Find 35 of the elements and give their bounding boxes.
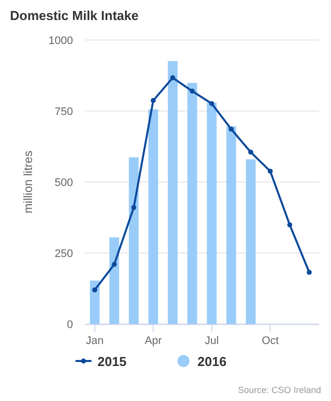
- chart-title: Domestic Milk Intake: [10, 8, 139, 23]
- bar: [109, 237, 120, 324]
- point: [112, 262, 117, 267]
- y-tick-label: 500: [54, 177, 73, 189]
- point: [287, 222, 292, 228]
- bar: [168, 61, 178, 324]
- bar: [206, 102, 217, 324]
- point: [190, 88, 195, 94]
- source-note: Source: CSO Ireland: [238, 385, 321, 395]
- point: [228, 126, 234, 132]
- x-tick-label: Jul: [204, 335, 219, 347]
- point: [268, 168, 273, 174]
- x-tick-label: Jan: [86, 335, 104, 347]
- point: [209, 101, 214, 106]
- bar: [226, 126, 236, 324]
- bar: [148, 109, 158, 324]
- point: [248, 150, 254, 155]
- legend-label: 2016: [198, 354, 226, 369]
- bar: [128, 157, 139, 324]
- y-tick-label: 250: [54, 248, 73, 260]
- bar: [90, 280, 100, 324]
- point: [306, 270, 312, 275]
- bar: [246, 159, 256, 324]
- y-tick-label: 1000: [48, 35, 73, 47]
- point: [92, 287, 98, 292]
- y-tick-label: 0: [66, 319, 73, 331]
- bar: [187, 82, 198, 324]
- x-tick-label: Apr: [144, 335, 162, 347]
- y-axis-title: million litres: [21, 150, 35, 214]
- y-tick-label: 750: [54, 106, 73, 118]
- point: [131, 205, 136, 210]
- point: [150, 98, 156, 103]
- x-tick-label: Oct: [262, 335, 279, 347]
- point: [170, 75, 176, 80]
- legend-label: 2015: [98, 354, 126, 369]
